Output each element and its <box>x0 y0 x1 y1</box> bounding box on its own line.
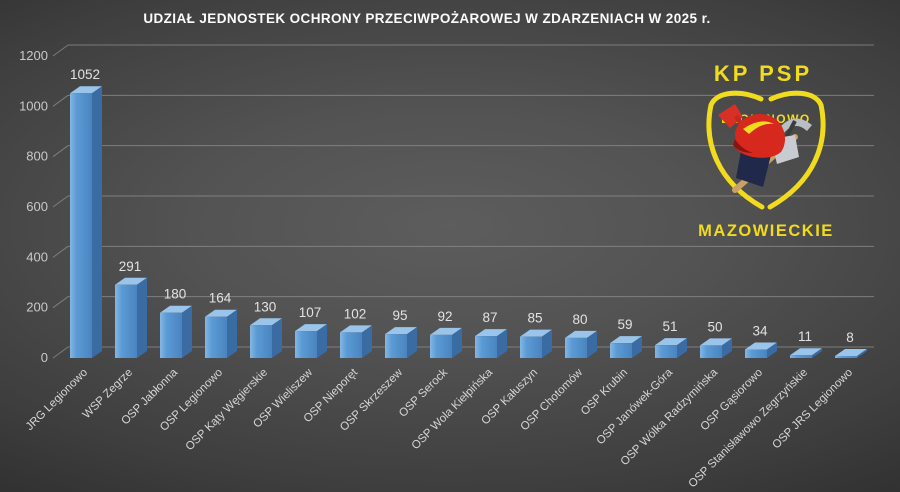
bar-top-face <box>70 86 102 94</box>
bar-top-face <box>295 324 327 332</box>
bar-top-face <box>205 309 237 317</box>
value-label: 87 <box>482 310 497 325</box>
bar-top-face <box>160 305 192 313</box>
bar-front-face <box>610 343 632 358</box>
bar-front-face <box>295 331 317 358</box>
bar-front-face <box>430 334 452 358</box>
firefighter-helmet-icon <box>718 104 812 193</box>
bar-front-face <box>115 284 137 358</box>
bar-front-face <box>70 93 92 358</box>
bar-top-face <box>745 342 777 350</box>
bar-front-face <box>340 332 362 358</box>
value-label: 130 <box>254 299 277 314</box>
bar-front-face <box>385 334 407 358</box>
fire-department-logo: KP PSP LEGIONOWO MAZOWIECKIE <box>698 61 834 240</box>
bar-side-face <box>677 338 687 358</box>
bar-top-face <box>565 330 597 338</box>
y-axis-label-1000: 1000 <box>19 98 48 113</box>
value-label: 59 <box>617 317 632 332</box>
value-label: 50 <box>707 319 722 334</box>
bar-side-face <box>137 277 147 358</box>
bar-side-face <box>227 309 237 358</box>
bar-side-face <box>587 330 597 358</box>
value-label: 8 <box>846 330 854 345</box>
value-label: 102 <box>344 306 367 321</box>
bar-front-face <box>520 336 542 358</box>
bar-side-face <box>317 324 327 358</box>
value-label: 95 <box>392 308 407 323</box>
bar-side-face <box>92 86 102 358</box>
bar-group: 1052 JRG Legionowo <box>24 67 102 433</box>
bar-top-face <box>385 327 417 335</box>
value-label: 1052 <box>70 67 100 82</box>
bar-top-face <box>655 338 687 346</box>
bar-side-face <box>362 325 372 358</box>
bar-top-face <box>475 329 507 337</box>
bar-top-face <box>430 327 462 335</box>
bar-side-face <box>857 348 867 358</box>
bar-top-face <box>700 338 732 346</box>
bar-side-face <box>272 318 282 358</box>
value-label: 180 <box>164 287 187 302</box>
axis-depth-tick-200 <box>52 296 69 309</box>
bar-front-face <box>565 337 587 358</box>
bar-top-face <box>790 348 822 356</box>
bar-top-face <box>115 277 147 285</box>
category-label: OSP Wola Kiełpińska <box>410 366 496 452</box>
category-label: JRG Legionowo <box>24 367 90 433</box>
bar-side-face <box>182 305 192 358</box>
bar-front-face <box>700 345 722 358</box>
bar-front-face <box>205 316 227 358</box>
chart-title: UDZIAŁ JEDNOSTEK OCHRONY PRZECIWPOŻAROWE… <box>143 11 711 26</box>
value-label: 11 <box>798 329 812 344</box>
bar-side-face <box>452 327 462 358</box>
category-label: OSP JRS Legionowo <box>770 367 855 452</box>
bar-side-face <box>812 348 822 358</box>
category-label: OSP Kąty Węgierskie <box>184 367 271 454</box>
y-axis-label-400: 400 <box>26 249 48 264</box>
value-label: 34 <box>752 323 768 338</box>
value-label: 92 <box>437 309 452 324</box>
bar-front-face <box>655 345 677 358</box>
axis-depth-tick-800 <box>52 145 69 158</box>
value-label: 164 <box>209 291 232 306</box>
value-label: 80 <box>572 312 587 327</box>
axis-depth-tick-600 <box>52 195 69 208</box>
shield-icon <box>706 90 826 210</box>
bar-side-face <box>722 338 732 358</box>
bar-front-face <box>250 325 272 358</box>
bar-top-face <box>610 336 642 344</box>
bar-side-face <box>632 336 642 358</box>
y-axis-label-200: 200 <box>26 300 48 315</box>
bar-side-face <box>767 342 777 358</box>
bar-top-face <box>250 318 282 326</box>
bar-side-face <box>542 329 552 358</box>
value-label: 291 <box>119 259 142 274</box>
axis-depth-tick-1200 <box>52 44 69 57</box>
bar-top-face <box>520 329 552 337</box>
value-label: 107 <box>299 305 322 320</box>
bar-front-face <box>790 355 812 358</box>
logo-region-text: MAZOWIECKIE <box>698 222 834 240</box>
y-axis-label-0: 0 <box>41 350 48 365</box>
bar-side-face <box>497 329 507 358</box>
category-label: OSP Janówek-Góra <box>594 366 675 447</box>
y-axis-label-600: 600 <box>26 199 48 214</box>
bar-front-face <box>475 336 497 358</box>
bar-front-face <box>160 312 182 358</box>
bar-top-face <box>835 348 867 356</box>
axis-depth-tick-400 <box>52 245 69 258</box>
bar-top-face <box>340 325 372 333</box>
bar-side-face <box>407 327 417 358</box>
bar-front-face <box>745 349 767 358</box>
axis-depth-tick-0 <box>52 346 69 359</box>
y-axis-label-1200: 1200 <box>19 48 48 63</box>
value-label: 51 <box>662 319 677 334</box>
logo-unit-text: KP PSP <box>714 61 812 86</box>
y-axis-label-800: 800 <box>26 149 48 164</box>
axis-depth-tick-1000 <box>52 94 69 107</box>
value-label: 85 <box>527 311 542 326</box>
bar-front-face <box>835 355 857 358</box>
